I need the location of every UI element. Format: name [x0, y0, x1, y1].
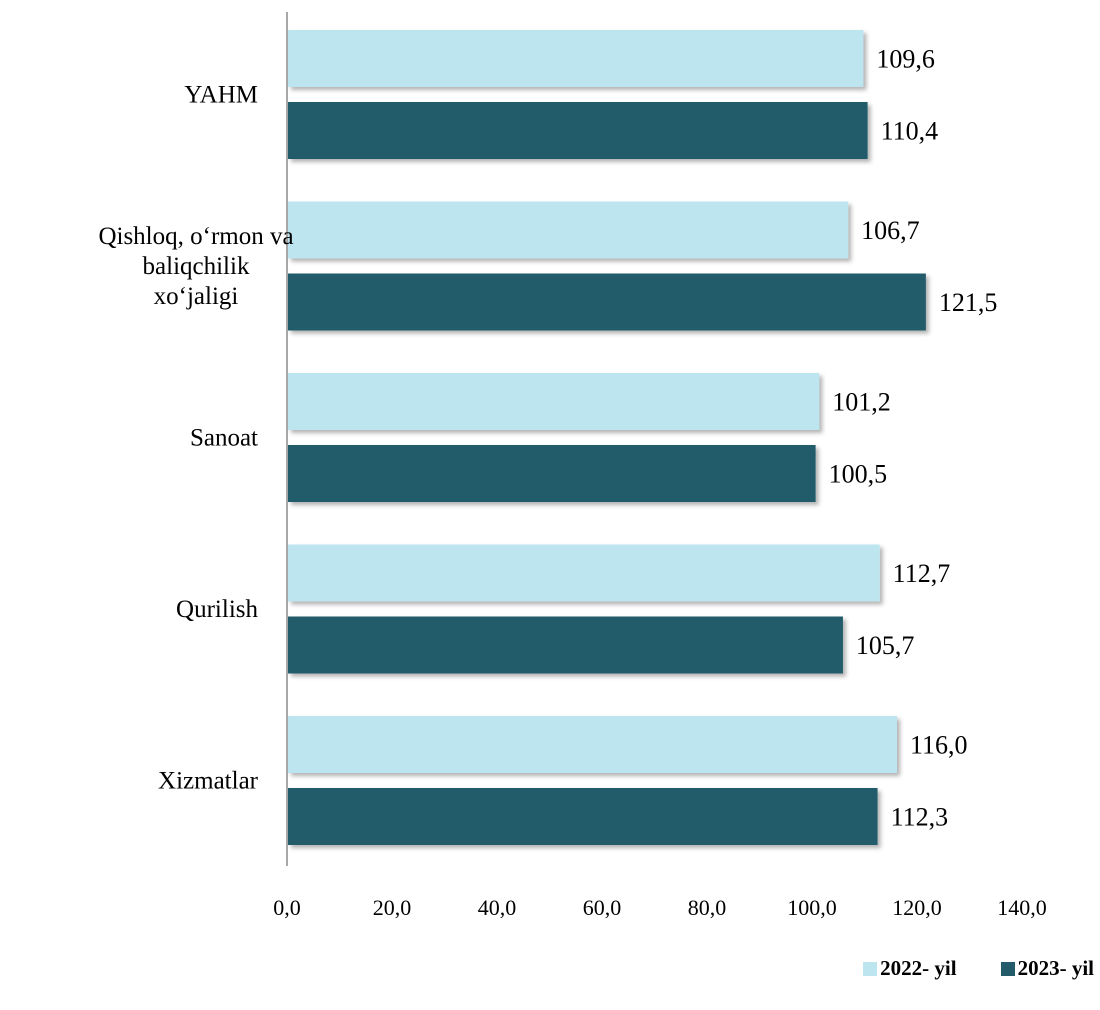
data-label: 106,7: [861, 216, 920, 245]
category-label: YAHM: [184, 82, 258, 109]
bar-2022yil-1: [288, 201, 849, 259]
x-tick-label: 100,0: [787, 895, 837, 920]
data-label: 112,7: [893, 559, 951, 588]
legend-swatch-2023: [1000, 961, 1015, 976]
bar-2023yil-4: [288, 788, 878, 845]
legend-label-2022: 2022- yil: [880, 956, 957, 980]
x-tick-label: 120,0: [892, 895, 942, 920]
bar-2022yil-0: [288, 30, 864, 87]
category-label: Sanoat: [190, 425, 258, 452]
data-label: 109,6: [876, 45, 935, 74]
x-tick-label: 40,0: [478, 895, 517, 920]
bar-2023yil-0: [288, 102, 868, 159]
x-tick-label: 80,0: [688, 895, 727, 920]
bar-2023yil-3: [288, 616, 843, 674]
category-label: Xizmatlar: [158, 768, 259, 795]
legend-item-2022: 2022- yil: [863, 956, 957, 981]
bar-2022yil-2: [288, 373, 820, 430]
data-label: 105,7: [856, 631, 915, 660]
category-label: Qurilish: [176, 596, 258, 623]
bar-2022yil-3: [288, 544, 880, 602]
x-tick-label: 0,0: [273, 895, 301, 920]
data-label: 112,3: [891, 803, 949, 832]
data-label: 100,5: [829, 460, 888, 489]
bar-2023yil-2: [288, 445, 816, 502]
bar-2022yil-4: [288, 716, 897, 773]
x-tick-label: 140,0: [997, 895, 1047, 920]
legend: 2022- yil 2023- yil: [863, 956, 1094, 981]
data-label: 110,4: [881, 117, 939, 146]
category-label: Qishloq, o‘rmon va baliqchilik xo‘jaligi: [98, 223, 293, 310]
legend-label-2023: 2023- yil: [1017, 956, 1094, 980]
data-label: 101,2: [832, 388, 891, 417]
bar-2023yil-1: [288, 273, 926, 331]
legend-swatch-2022: [863, 961, 878, 976]
legend-item-2023: 2023- yil: [1000, 956, 1094, 981]
x-tick-label: 20,0: [373, 895, 412, 920]
data-label: 121,5: [939, 288, 998, 317]
x-tick-label: 60,0: [583, 895, 622, 920]
data-label: 116,0: [910, 731, 968, 760]
